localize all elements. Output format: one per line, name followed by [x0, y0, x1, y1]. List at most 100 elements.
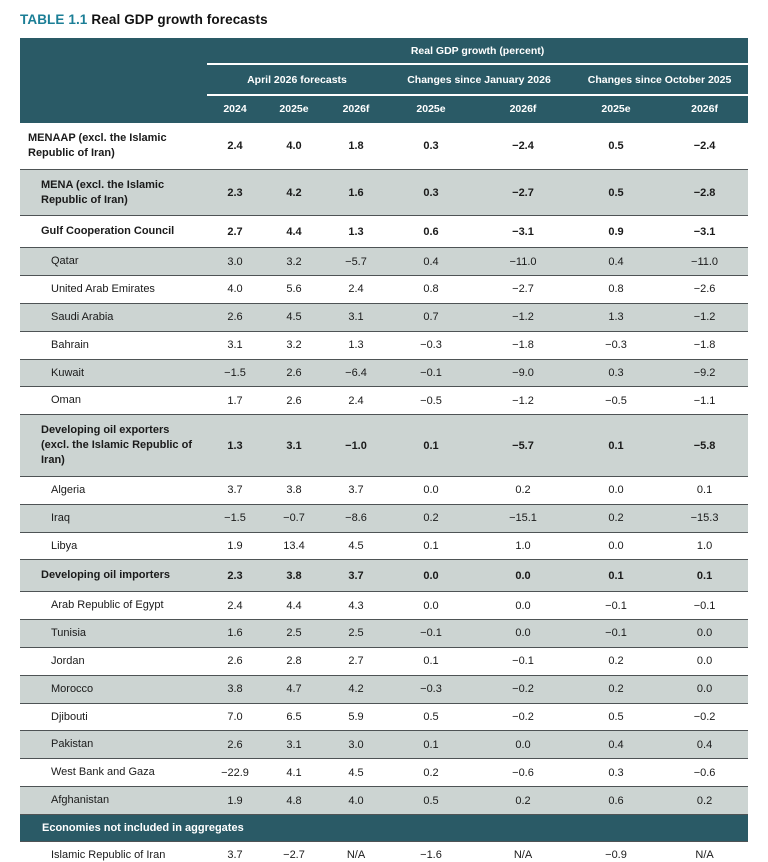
value-cell: 4.1 [286, 766, 302, 779]
value-cell: 4.5 [348, 766, 364, 779]
col-header-2026f-jan: 2026f [475, 95, 571, 123]
table-title-text: Real GDP growth forecasts [91, 12, 268, 27]
value-cell: 0.5 [423, 794, 439, 807]
value-cell: −0.1 [512, 655, 534, 668]
table-row: Jordan 2.6 2.8 2.7 0.1 −0.1 0.2 0.0 [20, 647, 749, 675]
value-cell: −1.2 [512, 311, 534, 324]
row-label: Islamic Republic of Iran [51, 848, 166, 861]
value-cell: 3.7 [348, 484, 364, 497]
value-cell: 1.0 [515, 539, 531, 552]
table-row: Arab Republic of Egypt 2.4 4.4 4.3 0.0 0.0 −0.… [20, 591, 749, 620]
value-cell: 0.8 [423, 283, 439, 296]
value-cell: 0.1 [608, 569, 624, 582]
value-cell: 3.7 [348, 569, 364, 582]
value-cell: 0.0 [515, 627, 531, 640]
section-header-label: Economies not included in aggregates [20, 814, 749, 842]
value-cell: −9.2 [693, 367, 716, 380]
table-row: United Arab Emirates 4.0 5.6 2.4 0.8 −2.7 0.8 −… [20, 275, 749, 304]
value-cell: −8.6 [345, 512, 367, 525]
gdp-forecast-table: Real GDP growth (percent) April 2026 for… [20, 38, 749, 862]
row-label: United Arab Emirates [51, 283, 155, 296]
value-cell: −2.7 [283, 849, 305, 862]
value-cell: 0.0 [515, 738, 531, 751]
row-label: Libya [51, 539, 78, 552]
value-cell: 1.3 [348, 339, 364, 352]
value-cell: −0.5 [420, 394, 442, 407]
value-cell: −2.8 [693, 186, 716, 199]
value-cell: 0.0 [515, 599, 531, 612]
value-cell: 1.3 [348, 225, 364, 238]
value-cell: 2.4 [348, 394, 364, 407]
value-cell: 3.7 [227, 484, 243, 497]
value-cell: N/A [695, 849, 714, 862]
table-title: TABLE 1.1 Real GDP growth forecasts [20, 12, 748, 27]
value-cell: 0.7 [423, 311, 439, 324]
value-cell: −0.6 [512, 766, 534, 779]
value-cell: 0.2 [423, 512, 439, 525]
value-cell: 1.9 [227, 539, 243, 552]
table-row: MENAAP (excl. the Islamic Republic of Ir… [20, 123, 748, 169]
value-cell: 3.8 [227, 683, 243, 696]
group-april-forecasts: April 2026 forecasts [207, 64, 387, 96]
spanner-row: Real GDP growth (percent) [20, 38, 749, 65]
value-cell: −5.7 [345, 255, 367, 268]
row-label: Jordan [51, 654, 85, 667]
value-cell: 0.1 [608, 439, 624, 452]
value-cell: 0.0 [696, 655, 713, 668]
value-cell: 0.3 [423, 186, 439, 199]
value-cell: −0.1 [605, 599, 627, 612]
value-cell: 3.7 [227, 849, 243, 862]
value-cell: 3.2 [286, 255, 302, 268]
value-cell: −22.9 [221, 766, 249, 779]
group-changes-january: Changes since January 2026 [387, 64, 571, 96]
value-cell: −5.8 [693, 439, 716, 452]
value-cell: 0.2 [515, 484, 531, 497]
value-cell: 0.5 [423, 710, 439, 723]
group-header-row: April 2026 forecasts Changes since Janua… [20, 64, 749, 96]
value-cell: −1.8 [512, 339, 534, 352]
row-label: Saudi Arabia [51, 310, 114, 323]
value-cell: 2.6 [227, 738, 243, 751]
table-row: Developing oil exporters (excl. the Isla… [20, 414, 749, 477]
value-cell: −0.1 [693, 599, 716, 612]
value-cell: −1.0 [345, 439, 367, 452]
col-header-2026f-forecast: 2026f [325, 95, 387, 123]
value-cell: 0.4 [608, 738, 624, 751]
table-row: West Bank and Gaza −22.9 4.1 4.5 0.2 −0.6 0.3 −… [20, 758, 749, 787]
value-cell: −1.6 [420, 849, 442, 862]
value-cell: 3.1 [348, 311, 364, 324]
row-label: Djibouti [51, 710, 88, 723]
value-cell: N/A [346, 849, 366, 862]
table-row: Tunisia 1.6 2.5 2.5 −0.1 0.0 −0.1 0.0 [20, 619, 749, 648]
value-cell: 0.1 [423, 738, 439, 751]
value-cell: 0.2 [608, 683, 624, 696]
value-cell: 3.0 [348, 738, 364, 751]
value-cell: 2.3 [227, 186, 243, 199]
value-cell: 0.2 [515, 794, 531, 807]
table-row: Libya 1.9 13.4 4.5 0.1 1.0 0.0 1.0 [20, 532, 749, 560]
value-cell: −0.6 [693, 766, 716, 779]
value-cell: 1.6 [227, 627, 243, 640]
value-cell: 0.1 [423, 539, 439, 552]
value-cell: −5.7 [512, 439, 534, 452]
value-cell: −0.3 [420, 683, 442, 696]
value-cell: −11.0 [691, 255, 719, 268]
row-label: Qatar [51, 255, 79, 268]
spanner-label: Real GDP growth (percent) [207, 38, 749, 65]
table-row: Islamic Republic of Iran 3.7 −2.7 N/A −1.6 N/… [20, 841, 749, 862]
value-cell: 4.4 [286, 599, 302, 612]
value-cell: 2.6 [227, 311, 243, 324]
value-cell: 4.8 [286, 794, 302, 807]
value-cell: 0.0 [608, 539, 624, 552]
value-cell: −2.4 [512, 139, 534, 152]
table-row: Kuwait −1.5 2.6 −6.4 −0.1 −9.0 0.3 −9.2 [20, 359, 749, 387]
value-cell: −3.1 [512, 225, 534, 238]
value-cell: 0.4 [696, 738, 713, 751]
value-cell: 0.0 [696, 683, 713, 696]
col-header-2025e-oct: 2025e [571, 95, 661, 123]
value-cell: 1.8 [348, 139, 364, 152]
table-row: Developing oil importers 2.3 3.8 3.7 0.0 0.0 0… [20, 559, 749, 592]
value-cell: −1.2 [512, 394, 534, 407]
value-cell: −1.2 [693, 311, 716, 324]
value-cell: 0.5 [608, 186, 624, 199]
